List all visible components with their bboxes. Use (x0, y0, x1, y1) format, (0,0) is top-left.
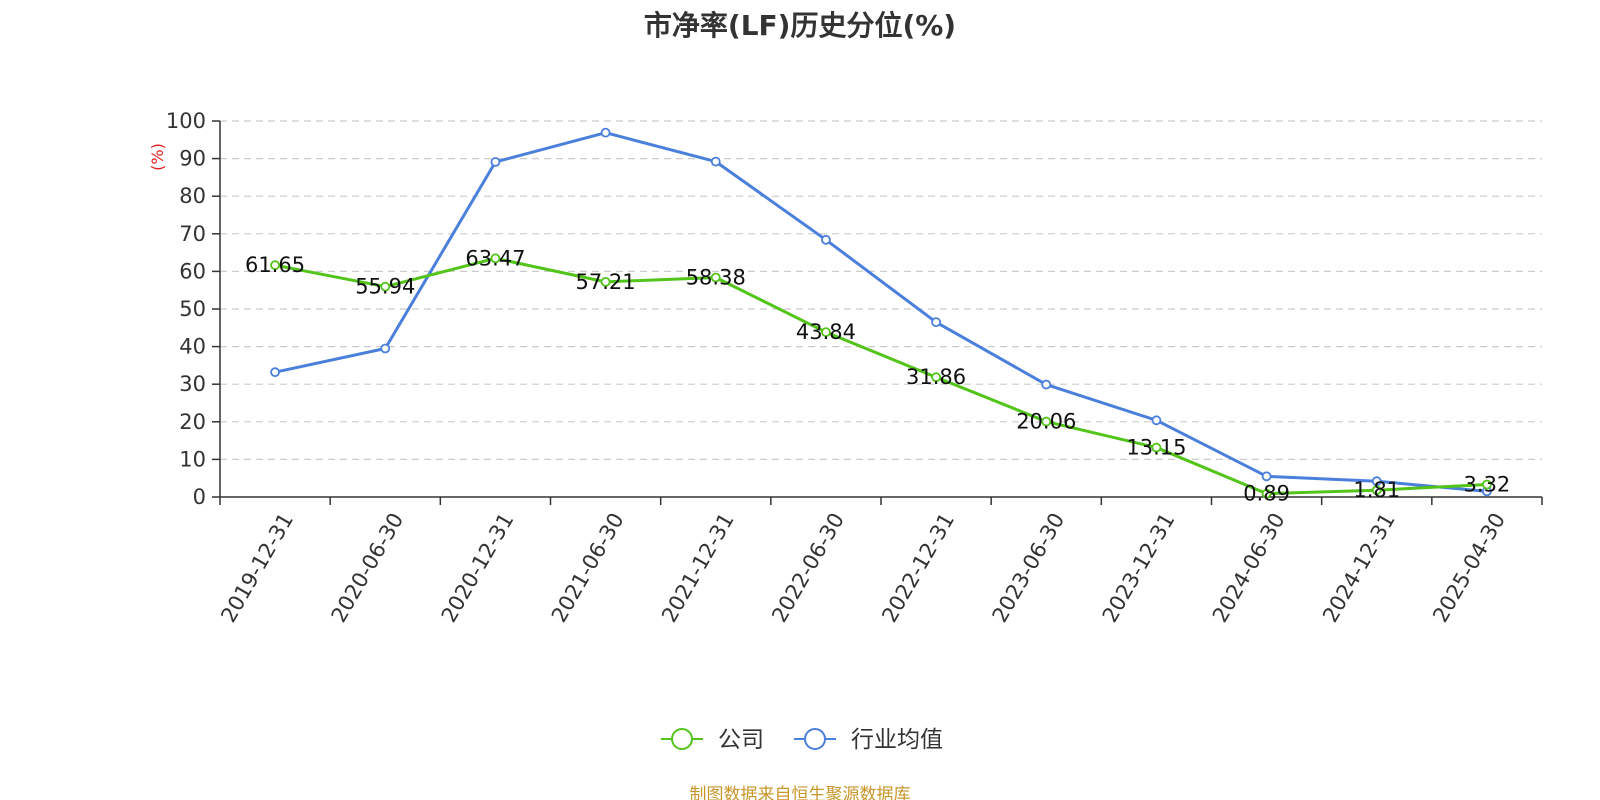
y-tick-label: 50 (179, 297, 206, 321)
data-point[interactable] (710, 272, 721, 283)
data-label: 20.06 (1016, 410, 1076, 434)
y-tick-label: 80 (179, 184, 206, 208)
series-lines (270, 127, 1492, 499)
x-tick-label: 2024-12-31 (1318, 509, 1400, 627)
x-tick-label: 2020-06-30 (327, 509, 409, 627)
data-point[interactable] (270, 260, 280, 271)
data-label: 58.38 (686, 265, 746, 289)
data-point[interactable] (600, 276, 611, 287)
series-line (274, 256, 1487, 496)
data-point[interactable] (1261, 471, 1272, 482)
data-label: 13.15 (1126, 436, 1186, 460)
x-tick-label: 2021-12-31 (657, 509, 739, 627)
data-point[interactable] (1041, 379, 1052, 390)
x-tick-label: 2022-12-31 (877, 509, 959, 627)
data-point[interactable] (1151, 415, 1162, 426)
x-tick-label: 2023-06-30 (988, 509, 1070, 627)
data-point[interactable] (1371, 485, 1382, 496)
y-tick-label: 60 (179, 259, 206, 283)
data-point[interactable] (1482, 479, 1492, 490)
y-tick-label: 0 (193, 485, 206, 509)
axes: 0 10 20 30 40 50 60 70 80 90 100 (%) 2019-12-31 2020-… (148, 109, 1543, 627)
y-tick-label: 70 (179, 222, 206, 246)
legend-marker-circle[interactable] (804, 728, 826, 750)
x-tick-label: 2024-06-30 (1208, 509, 1290, 627)
data-label: 61.65 (245, 253, 305, 277)
chart-title: 市净率(LF)历史分位(%) (643, 9, 957, 42)
data-point[interactable] (600, 127, 611, 138)
x-tick-label: 2019-12-31 (216, 509, 298, 627)
data-label: 31.86 (906, 365, 966, 389)
data-point[interactable] (931, 317, 941, 328)
data-point[interactable] (1151, 442, 1162, 453)
y-axis-title: (%) (148, 143, 167, 171)
x-tick-label: 2020-12-31 (437, 509, 519, 627)
data-point[interactable] (821, 327, 831, 338)
data-label: 0.89 (1243, 482, 1290, 506)
data-label: 1.81 (1353, 478, 1400, 502)
x-tick-label: 2025-04-30 (1428, 509, 1510, 627)
y-tick-label: 30 (179, 372, 206, 396)
data-label: 3.32 (1464, 473, 1511, 497)
x-tick-label: 2023-12-31 (1098, 509, 1180, 627)
x-tick-label: 2021-06-30 (547, 509, 629, 627)
data-point[interactable] (380, 343, 391, 354)
data-point[interactable] (931, 372, 941, 383)
series-line (274, 131, 1488, 493)
x-tick-label: 2022-06-30 (767, 509, 849, 627)
y-tick-label: 100 (166, 109, 206, 133)
data-point[interactable] (1371, 476, 1382, 487)
y-tick-label: 20 (179, 410, 206, 434)
data-point[interactable] (490, 157, 501, 167)
y-tick-label: 10 (179, 447, 206, 471)
data-point[interactable] (1261, 488, 1272, 499)
legend-marker-circle[interactable] (671, 728, 693, 750)
data-point[interactable] (821, 234, 831, 245)
legend[interactable]: 公司 行业均值 (661, 727, 943, 753)
legend-label[interactable]: 行业均值 (851, 727, 943, 753)
data-point[interactable] (270, 367, 280, 378)
data-labels: 61.65 55.94 63.47 57.21 58.38 43.84 31.86 20.06… (245, 246, 1510, 505)
data-label: 63.47 (465, 246, 525, 270)
y-tick-label: 90 (179, 147, 206, 171)
data-label: 55.94 (355, 275, 415, 299)
legend-label[interactable]: 公司 (718, 727, 764, 753)
data-label: 43.84 (796, 320, 856, 344)
data-point[interactable] (1041, 416, 1052, 427)
y-tick-label: 40 (179, 335, 206, 359)
data-point[interactable] (490, 253, 501, 264)
data-point[interactable] (710, 156, 721, 167)
data-label: 57.21 (576, 270, 636, 294)
data-point[interactable] (380, 281, 391, 292)
data-source-note: 制图数据来自恒生聚源数据库 (689, 785, 911, 800)
